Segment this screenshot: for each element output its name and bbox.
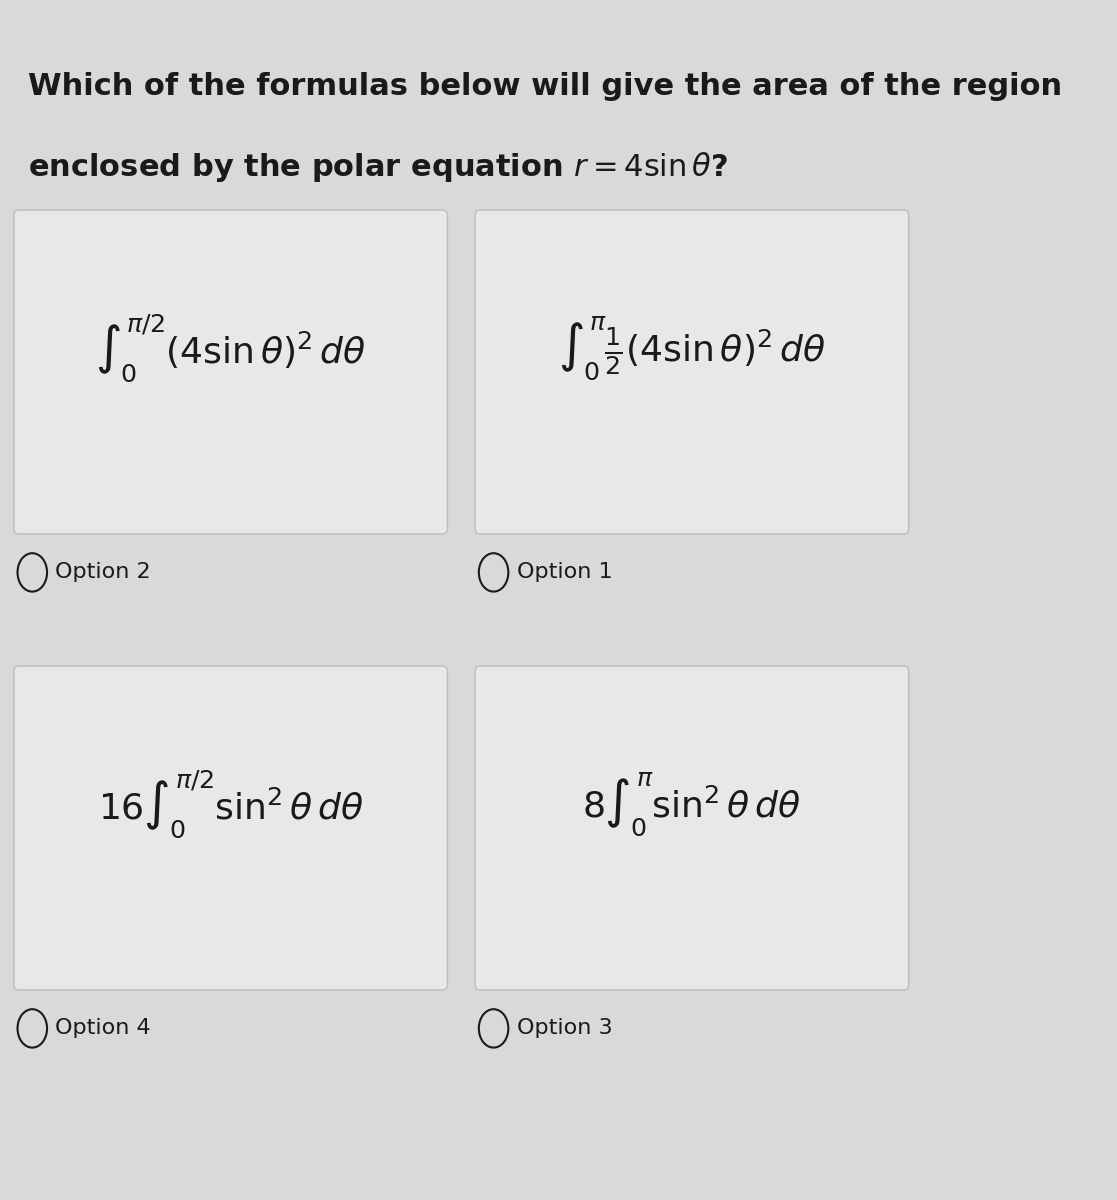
Text: $8\int_0^{\pi}\sin^2\theta\,d\theta$: $8\int_0^{\pi}\sin^2\theta\,d\theta$: [582, 770, 801, 838]
Text: $16\int_0^{\pi/2}\sin^2\theta\,d\theta$: $16\int_0^{\pi/2}\sin^2\theta\,d\theta$: [98, 768, 363, 840]
Text: $\int_0^{\pi}\frac{1}{2}(4\sin\theta)^2\,d\theta$: $\int_0^{\pi}\frac{1}{2}(4\sin\theta)^2\…: [558, 314, 825, 382]
FancyBboxPatch shape: [13, 666, 448, 990]
Text: Option 3: Option 3: [517, 1019, 612, 1038]
Text: $\int_0^{\pi/2}(4\sin\theta)^2\,d\theta$: $\int_0^{\pi/2}(4\sin\theta)^2\,d\theta$: [95, 312, 366, 384]
Text: Option 4: Option 4: [56, 1019, 151, 1038]
FancyBboxPatch shape: [475, 666, 909, 990]
FancyBboxPatch shape: [13, 210, 448, 534]
Text: Option 1: Option 1: [517, 563, 612, 582]
Text: Which of the formulas below will give the area of the region: Which of the formulas below will give th…: [28, 72, 1062, 101]
Text: enclosed by the polar equation $r = 4\sin\theta$?: enclosed by the polar equation $r = 4\si…: [28, 150, 727, 184]
FancyBboxPatch shape: [475, 210, 909, 534]
Text: Option 2: Option 2: [56, 563, 151, 582]
